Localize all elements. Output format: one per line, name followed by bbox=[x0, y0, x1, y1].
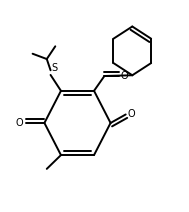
Text: O: O bbox=[128, 109, 136, 120]
Text: S: S bbox=[51, 63, 58, 73]
Text: O: O bbox=[121, 71, 129, 81]
Text: O: O bbox=[16, 118, 23, 128]
